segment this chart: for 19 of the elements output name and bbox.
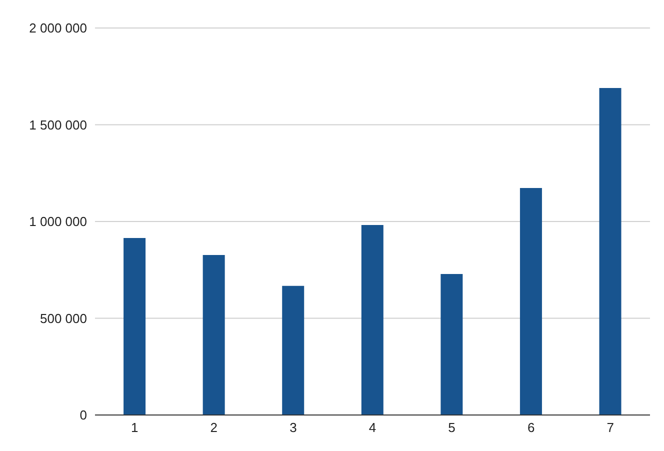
x-tick-label: 1 — [131, 420, 138, 436]
y-tick-label: 500 000 — [40, 310, 87, 326]
x-tick-label: 4 — [368, 420, 376, 436]
x-tick-label: 5 — [448, 420, 456, 436]
y-tick-label: 2 000 000 — [29, 20, 87, 36]
bar — [361, 224, 384, 415]
bar — [440, 274, 463, 415]
x-tick-label: 6 — [527, 420, 535, 436]
bar — [282, 286, 304, 415]
y-tick-label: 1 500 000 — [29, 117, 87, 132]
y-tick-label: 1 000 000 — [29, 214, 87, 230]
bar — [202, 254, 225, 415]
bar — [599, 88, 622, 415]
x-tick-label: 2 — [210, 420, 218, 436]
x-tick-label: 3 — [290, 420, 297, 436]
y-tick-label: 0 — [80, 408, 87, 423]
bar — [124, 238, 146, 415]
x-tick-label: 7 — [606, 420, 614, 436]
bar — [520, 188, 542, 415]
